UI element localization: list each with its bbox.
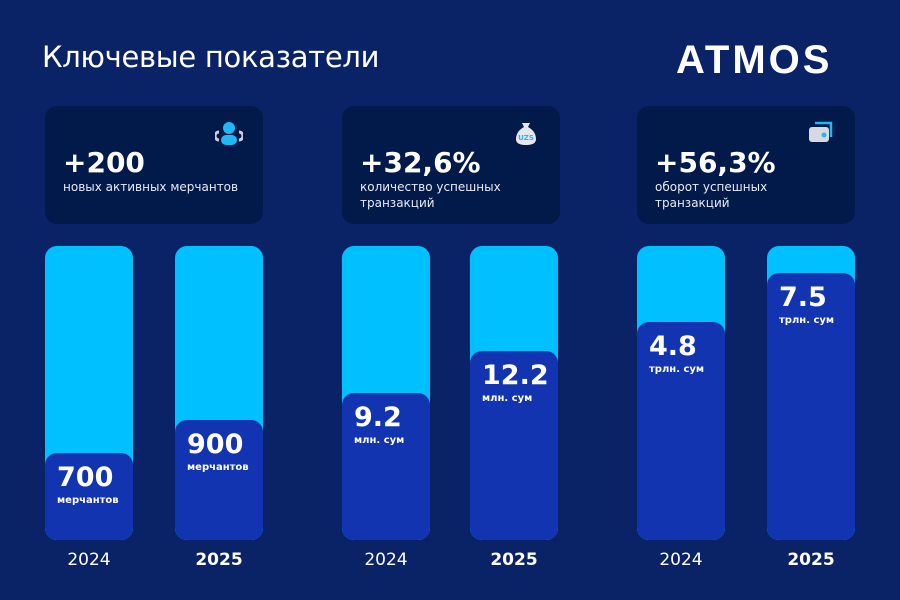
bar-fill: 700 мерчантов [45,453,133,540]
stat-card-merchants: +200 новых активных мерчантов [45,106,263,224]
bar-track: 4.8 трлн. сум [637,246,725,540]
money-bag-uzs-icon: UZS [516,123,536,145]
year-label: 2024 [364,550,408,570]
bar-track: 700 мерчантов [45,246,133,540]
bar-value-label: 7.5 [779,282,827,313]
bar-value-label: 12.2 [482,360,549,391]
stat-card-transactions-count: UZS +32,6% количество успешных транзакци… [342,106,560,224]
bar-fill: 4.8 трлн. сум [637,322,725,540]
bar-track: 12.2 млн. сум [470,246,558,540]
year-label: 2024 [659,550,703,570]
bar-value-label: 9.2 [354,402,402,433]
page-title: Ключевые показатели [42,40,380,74]
year-label: 2024 [67,550,111,570]
atmos-logo: ATMOS [676,38,833,82]
bar-unit-label: трлн. сум [779,315,835,326]
bar-value-label: 4.8 [649,331,697,362]
bar-fill: 12.2 млн. сум [470,351,558,540]
stat-label: новых активных мерчантов [63,180,239,194]
stat-label: количество успешных транзакций [360,180,501,210]
bar-unit-label: млн. сум [354,435,405,446]
bar-unit-label: трлн. сум [649,364,705,375]
bar-track: 7.5 трлн. сум [767,246,855,540]
bar-unit-label: млн. сум [482,393,533,404]
bar-fill: 9.2 млн. сум [342,393,430,540]
bar-track: 9.2 млн. сум [342,246,430,540]
stat-value: +56,3% [655,146,776,179]
bar-unit-label: мерчантов [57,495,119,506]
year-label: 2025 [490,550,538,570]
stat-card-transactions-volume: +56,3% оборот успешных транзакций [637,106,855,224]
stat-label: оборот успешных транзакций [655,180,768,210]
stat-value: +200 [63,146,145,179]
bar-fill: 900 мерчантов [175,420,263,540]
year-label: 2025 [195,550,243,570]
bar-fill: 7.5 трлн. сум [767,273,855,540]
year-label: 2025 [787,550,835,570]
stat-value: +32,6% [360,146,481,179]
users-icon [215,122,243,145]
bar-track: 900 мерчантов [175,246,263,540]
bar-unit-label: мерчантов [187,462,249,473]
svg-text:UZS: UZS [518,134,534,142]
bar-value-label: 900 [187,429,244,460]
bar-value-label: 700 [57,462,114,493]
wallet-icon [809,121,833,142]
